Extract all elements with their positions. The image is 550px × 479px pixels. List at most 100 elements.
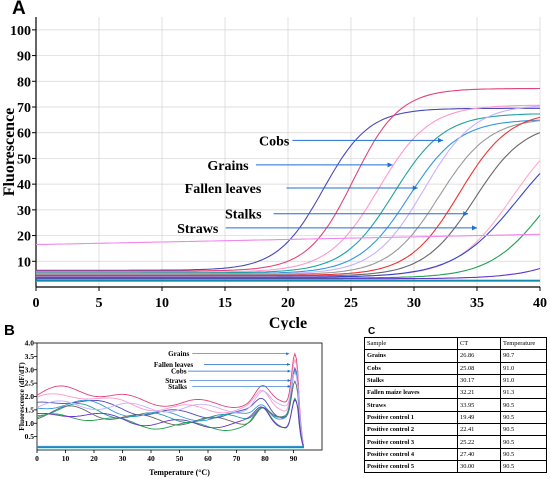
annotation-arrowhead-b (287, 384, 291, 388)
table-cell: 91.3 (500, 386, 547, 400)
y-axis-label: Fluorescence (1, 108, 18, 197)
table-cell: Positive control 2 (364, 423, 458, 437)
y-tick-label: 50 (17, 152, 31, 167)
annotation-label-b: Cobs (171, 368, 187, 376)
annotation-arrowhead-b (286, 352, 290, 356)
table-cell: 25.08 (457, 361, 501, 375)
annotation-label: Cobs (259, 134, 290, 149)
x-tick-label-b: 40 (147, 454, 155, 463)
chart-b: 0.5 1.0 1.5 2.0 2.5 3.0 3.5 4.0 0 10 20 30 40 50 60 70 8… (17, 339, 323, 477)
melt-curve (36, 371, 304, 447)
table-row: Positive control 2 22.41 90.5 (364, 423, 547, 437)
table-row: Straws 33.95 90.5 (364, 398, 547, 412)
melt-curve (36, 352, 304, 447)
table-cell: 90.5 (500, 459, 547, 474)
table-cell: 90.7 (500, 349, 547, 363)
x-tick-label: 15 (218, 296, 232, 311)
table-cell: 27.40 (457, 447, 501, 461)
table-cell: 90.5 (500, 398, 547, 412)
y-tick-label-b: 3.5 (25, 352, 35, 361)
melt-curve (36, 399, 304, 448)
table-cell: 30.00 (457, 459, 501, 474)
melt-curve (36, 380, 304, 448)
annotation-arrowhead-b (287, 369, 291, 373)
table-cell: 91.0 (500, 373, 547, 388)
melt-curve (36, 368, 304, 447)
table-cell: Stalks (364, 373, 458, 388)
table-cell: 90.5 (500, 410, 547, 425)
y-tick-label-b: 2.5 (25, 379, 35, 388)
melt-curve (36, 357, 304, 447)
table-cell: 91.0 (500, 361, 547, 375)
annotation-arrowhead (437, 137, 443, 143)
series-line (36, 104, 541, 273)
series-line (35, 233, 540, 246)
table-row: Cobs 25.08 91.0 (364, 361, 547, 375)
x-tick-label: 40 (533, 296, 547, 311)
series-line (36, 107, 540, 271)
x-tick-label: 10 (155, 296, 169, 311)
table-row: Stalks 30.17 91.0 (364, 373, 547, 388)
table-cell: 26.86 (457, 349, 501, 363)
table-cell: 30.17 (457, 373, 501, 388)
table-cell: 33.95 (457, 398, 501, 412)
y-tick-label: 80 (17, 75, 31, 90)
table-cell: 32.21 (457, 386, 501, 400)
table-row: Positive control 3 25.22 90.5 (364, 435, 547, 449)
table-header-cell: CT (457, 336, 501, 351)
annotation-label-b: Fallen leaves (154, 361, 194, 369)
x-tick-label: 20 (281, 296, 295, 311)
annotation-label: Fallen leaves (185, 182, 262, 197)
y-tick-label: 100 (10, 24, 31, 39)
x-tick-label: 25 (344, 296, 358, 311)
y-tick-label-b: 4.0 (25, 339, 35, 348)
table-header-row: Sample CT Temperature (364, 336, 547, 351)
x-tick-label: 30 (407, 296, 421, 311)
table-cell: 90.5 (500, 447, 547, 461)
x-tick-label: 35 (470, 296, 484, 311)
table-header-cell: Temperature (500, 336, 547, 351)
y-tick-label-b: 1.5 (25, 405, 35, 414)
annotation-arrowhead (412, 185, 418, 191)
table-row: Grains 26.86 90.7 (364, 349, 547, 363)
annotation-arrowhead-b (287, 378, 291, 382)
x-tick-label-b: 10 (62, 454, 70, 463)
y-tick-label-b: 2.0 (25, 392, 35, 401)
y-tick-label: 20 (17, 230, 31, 245)
series-line (36, 214, 541, 279)
x-axis-label-b: Temperature (°C) (149, 468, 210, 477)
table-cell: Cobs (364, 361, 458, 375)
series-line (36, 267, 541, 280)
series-line (36, 120, 541, 276)
table-cell: Fallen maize leaves (364, 386, 458, 400)
table-cell: 25.22 (457, 435, 501, 449)
table-row: Positive control 4 27.40 90.5 (364, 447, 547, 461)
annotation-label: Straws (177, 222, 219, 237)
y-tick-label: 90 (17, 50, 31, 65)
table-header-cell: Sample (364, 336, 458, 351)
plot-area-b (36, 342, 323, 451)
y-tick-label-b: 3.0 (25, 365, 35, 374)
annotation-label-b: Grains (168, 350, 189, 358)
table-cell: 19.49 (457, 410, 501, 425)
x-tick-label-b: 80 (261, 454, 269, 463)
chart-a: 10 20 30 40 50 60 70 80 90 100 0 5 10 15 20 25 30 35 40 Cyc… (1, 17, 547, 330)
melt-curve (36, 366, 304, 447)
series-line (36, 87, 540, 272)
panel-c-letter: C (368, 326, 376, 337)
y-axis-label-b: Fluorescence (dF/dT) (17, 362, 26, 431)
melt-curve (36, 397, 304, 449)
x-tick-label: 5 (96, 296, 103, 311)
annotation-label: Stalks (225, 208, 262, 223)
table-cell: Grains (364, 349, 458, 363)
x-tick-label-b: 70 (233, 454, 241, 463)
annotation-arrowhead-b (287, 362, 291, 366)
x-tick-label-b: 30 (119, 454, 127, 463)
y-tick-label: 30 (17, 204, 31, 219)
table-cell: Positive control 1 (364, 410, 458, 425)
y-tick-label: 70 (17, 101, 31, 116)
x-tick-label-b: 0 (35, 454, 39, 463)
annotation-arrowhead (463, 211, 469, 217)
annotation-label-b: Stalks (168, 383, 187, 391)
panel-b-letter: B (4, 322, 15, 339)
